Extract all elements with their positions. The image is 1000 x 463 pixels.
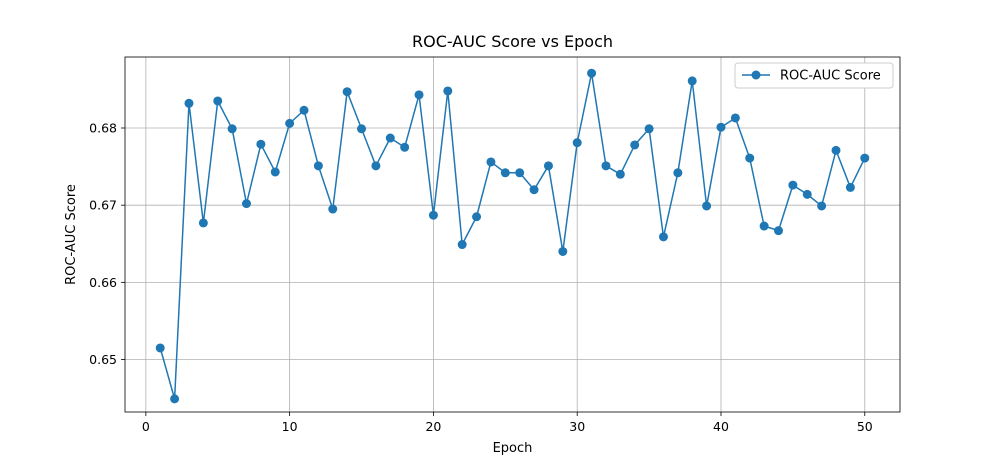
data-point bbox=[486, 157, 496, 167]
x-axis-title: Epoch bbox=[493, 441, 533, 456]
data-point bbox=[371, 161, 381, 171]
series-line bbox=[159, 72, 866, 400]
data-point bbox=[658, 232, 668, 242]
data-point bbox=[644, 124, 654, 134]
data-point bbox=[831, 145, 841, 155]
legend-box bbox=[734, 62, 894, 89]
data-point bbox=[845, 182, 855, 192]
x-tick-label: 20 bbox=[425, 419, 441, 434]
data-point bbox=[285, 118, 295, 128]
data-point bbox=[759, 221, 769, 231]
data-point bbox=[428, 210, 438, 220]
data-point bbox=[817, 201, 827, 211]
data-point bbox=[529, 185, 539, 195]
data-point bbox=[342, 87, 352, 97]
data-point bbox=[802, 189, 812, 199]
data-point bbox=[270, 167, 280, 177]
x-tick-label: 50 bbox=[857, 419, 873, 434]
series-layer bbox=[155, 68, 870, 404]
data-point bbox=[227, 124, 237, 134]
data-point bbox=[500, 168, 510, 178]
data-point bbox=[385, 133, 395, 143]
x-tick-label: 30 bbox=[569, 419, 585, 434]
x-tick-label: 40 bbox=[713, 419, 729, 434]
data-point bbox=[457, 240, 467, 250]
data-point bbox=[241, 199, 251, 209]
data-point bbox=[716, 122, 726, 132]
data-point bbox=[313, 161, 323, 171]
data-point bbox=[860, 153, 870, 163]
data-point bbox=[256, 139, 266, 149]
data-point bbox=[730, 113, 740, 123]
data-point bbox=[472, 212, 482, 222]
data-point bbox=[788, 180, 798, 190]
data-point bbox=[184, 98, 194, 108]
data-point bbox=[687, 76, 697, 86]
x-tick-label: 0 bbox=[142, 419, 150, 434]
data-point bbox=[170, 394, 180, 404]
data-point bbox=[615, 169, 625, 179]
data-point bbox=[414, 90, 424, 100]
data-point bbox=[515, 168, 525, 178]
data-point bbox=[400, 142, 410, 152]
data-point bbox=[443, 86, 453, 96]
data-point bbox=[198, 218, 208, 228]
data-point bbox=[155, 343, 165, 353]
legend: ROC-AUC Score bbox=[734, 62, 894, 89]
data-point bbox=[328, 204, 338, 214]
chart-title: ROC-AUC Score vs Epoch bbox=[412, 32, 613, 51]
data-point bbox=[572, 138, 582, 148]
grid bbox=[125, 57, 900, 412]
data-point bbox=[673, 168, 683, 178]
axes: 0 10 20 30 40 50 0.65 0.66 0.67 0.68 bbox=[89, 56, 901, 434]
legend-label: ROC-AUC Score bbox=[780, 69, 881, 84]
y-tick-label: 0.65 bbox=[89, 352, 117, 367]
y-tick-label: 0.68 bbox=[89, 121, 117, 136]
data-point bbox=[357, 124, 367, 134]
y-tick-label: 0.67 bbox=[89, 198, 117, 213]
data-point bbox=[745, 153, 755, 163]
x-tick-label: 10 bbox=[282, 419, 298, 434]
plot-frame bbox=[124, 56, 901, 413]
data-point bbox=[299, 105, 309, 115]
legend-marker-swatch bbox=[751, 70, 761, 80]
data-point bbox=[774, 226, 784, 236]
data-point bbox=[702, 201, 712, 211]
data-point bbox=[587, 68, 597, 78]
data-point bbox=[630, 140, 640, 150]
data-point bbox=[601, 161, 611, 171]
data-point bbox=[213, 96, 223, 106]
data-point bbox=[543, 161, 553, 171]
y-tick-label: 0.66 bbox=[89, 275, 117, 290]
y-axis-title: ROC-AUC Score bbox=[64, 184, 79, 285]
data-point bbox=[558, 246, 568, 256]
